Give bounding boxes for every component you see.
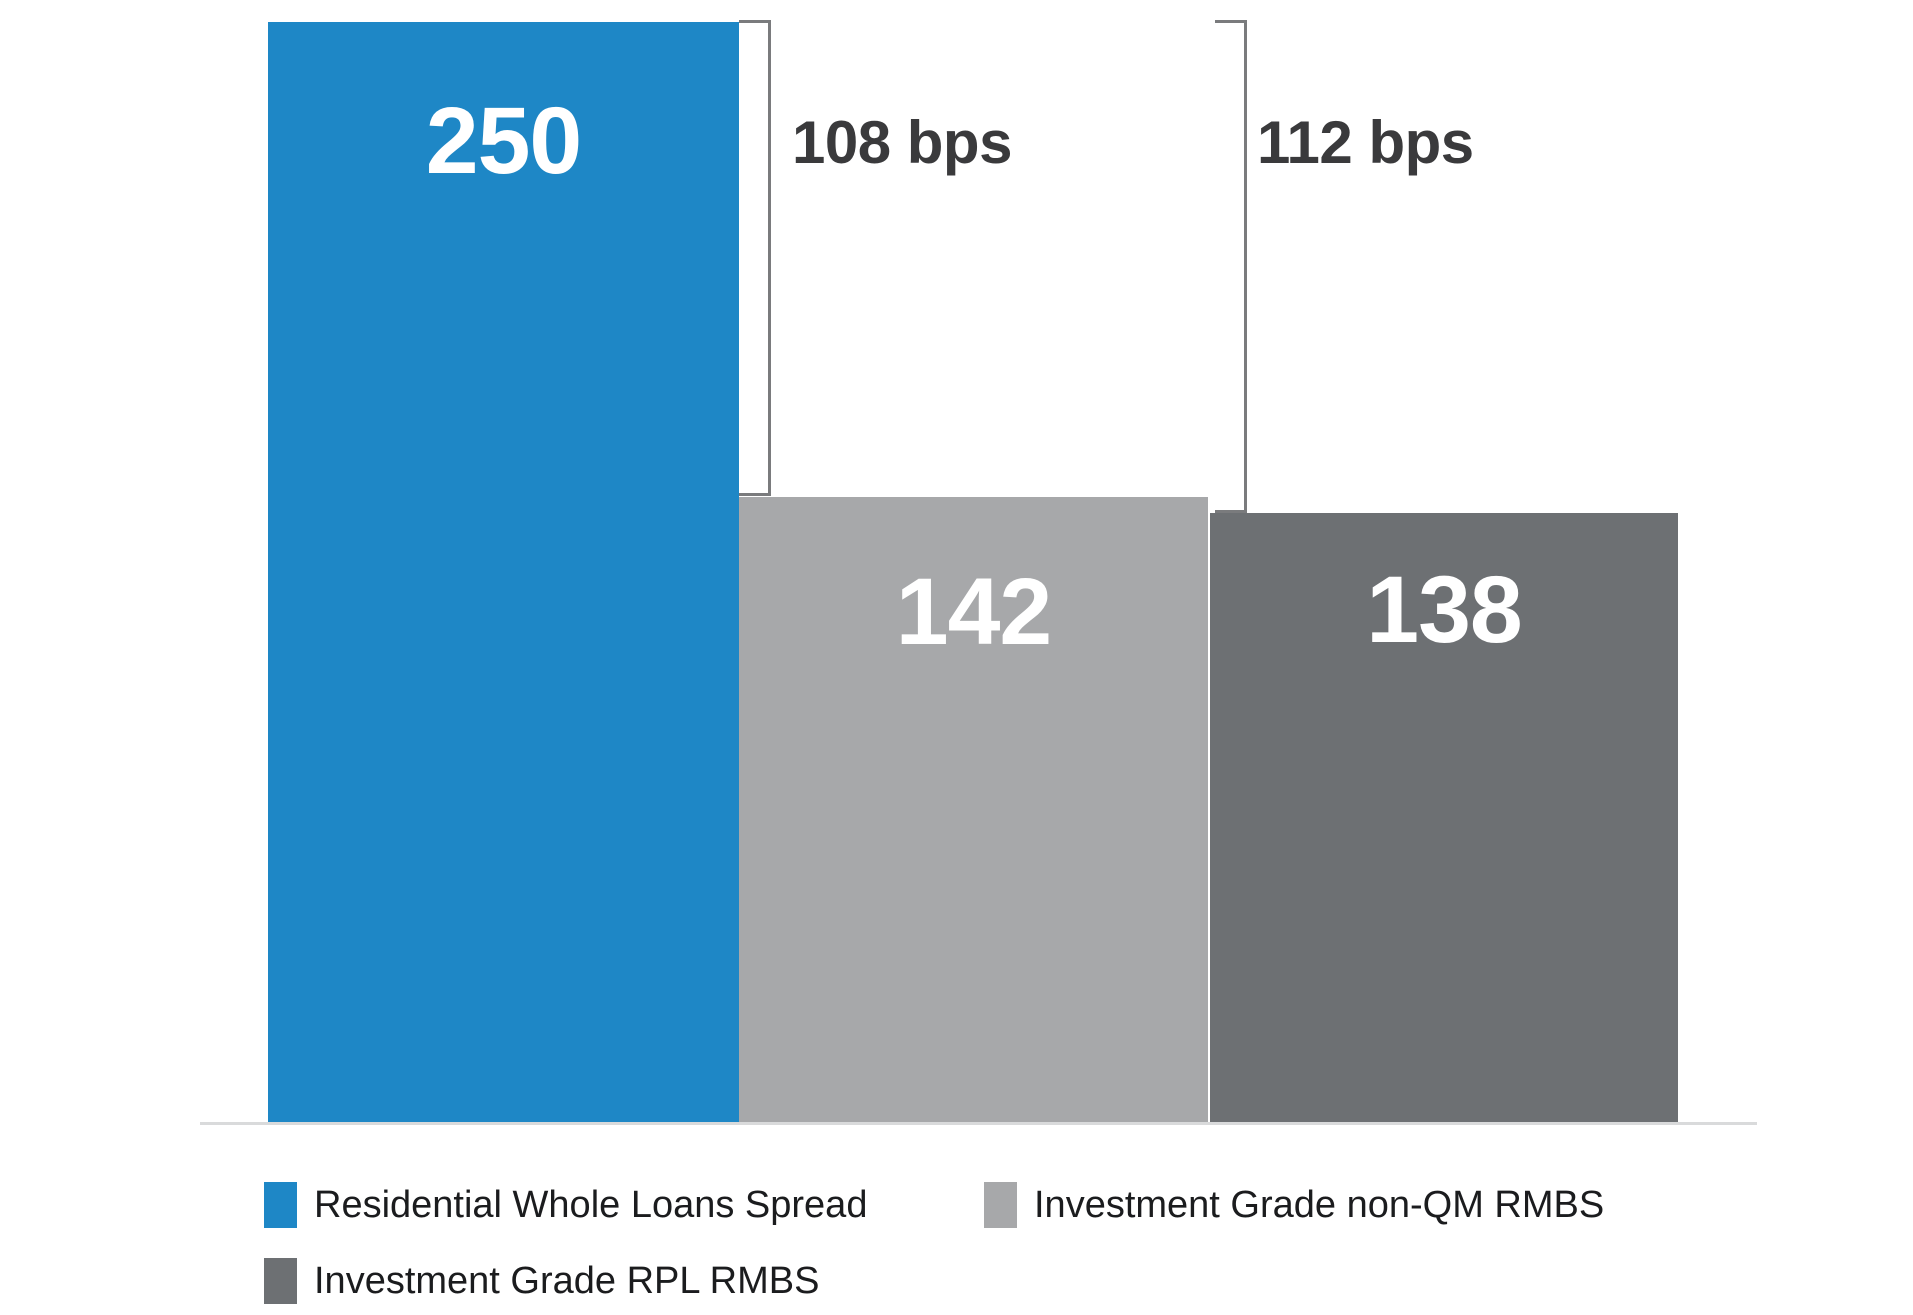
difference-bracket-108bps xyxy=(739,20,771,496)
legend-label: Residential Whole Loans Spread xyxy=(314,1184,868,1226)
bar-value-label: 250 xyxy=(425,88,583,194)
x-axis-line xyxy=(200,1122,1757,1125)
legend-label: Investment Grade RPL RMBS xyxy=(314,1260,820,1302)
legend-item-investment-grade-rpl-rmbs: Investment Grade RPL RMBS xyxy=(264,1258,819,1304)
legend-swatch-dark-gray-icon xyxy=(264,1258,297,1304)
legend-swatch-blue-icon xyxy=(264,1182,297,1228)
bar-value-label: 138 xyxy=(1366,557,1523,663)
difference-label-108bps: 108 bps xyxy=(792,109,1012,176)
bar-value-label: 142 xyxy=(895,559,1053,665)
bar-investment-grade-rpl-rmbs: 138 xyxy=(1210,513,1678,1122)
difference-label-112bps: 112 bps xyxy=(1257,109,1474,176)
bar-investment-grade-non-qm-rmbs: 142 xyxy=(739,497,1208,1122)
legend-swatch-light-gray-icon xyxy=(984,1182,1017,1228)
legend-item-residential-whole-loans-spread: Residential Whole Loans Spread xyxy=(264,1182,867,1228)
legend-label: Investment Grade non-QM RMBS xyxy=(1034,1184,1605,1226)
bar-residential-whole-loans-spread: 250 xyxy=(268,22,739,1122)
legend-item-investment-grade-non-qm-rmbs: Investment Grade non-QM RMBS xyxy=(984,1182,1604,1228)
difference-bracket-112bps xyxy=(1215,20,1247,513)
